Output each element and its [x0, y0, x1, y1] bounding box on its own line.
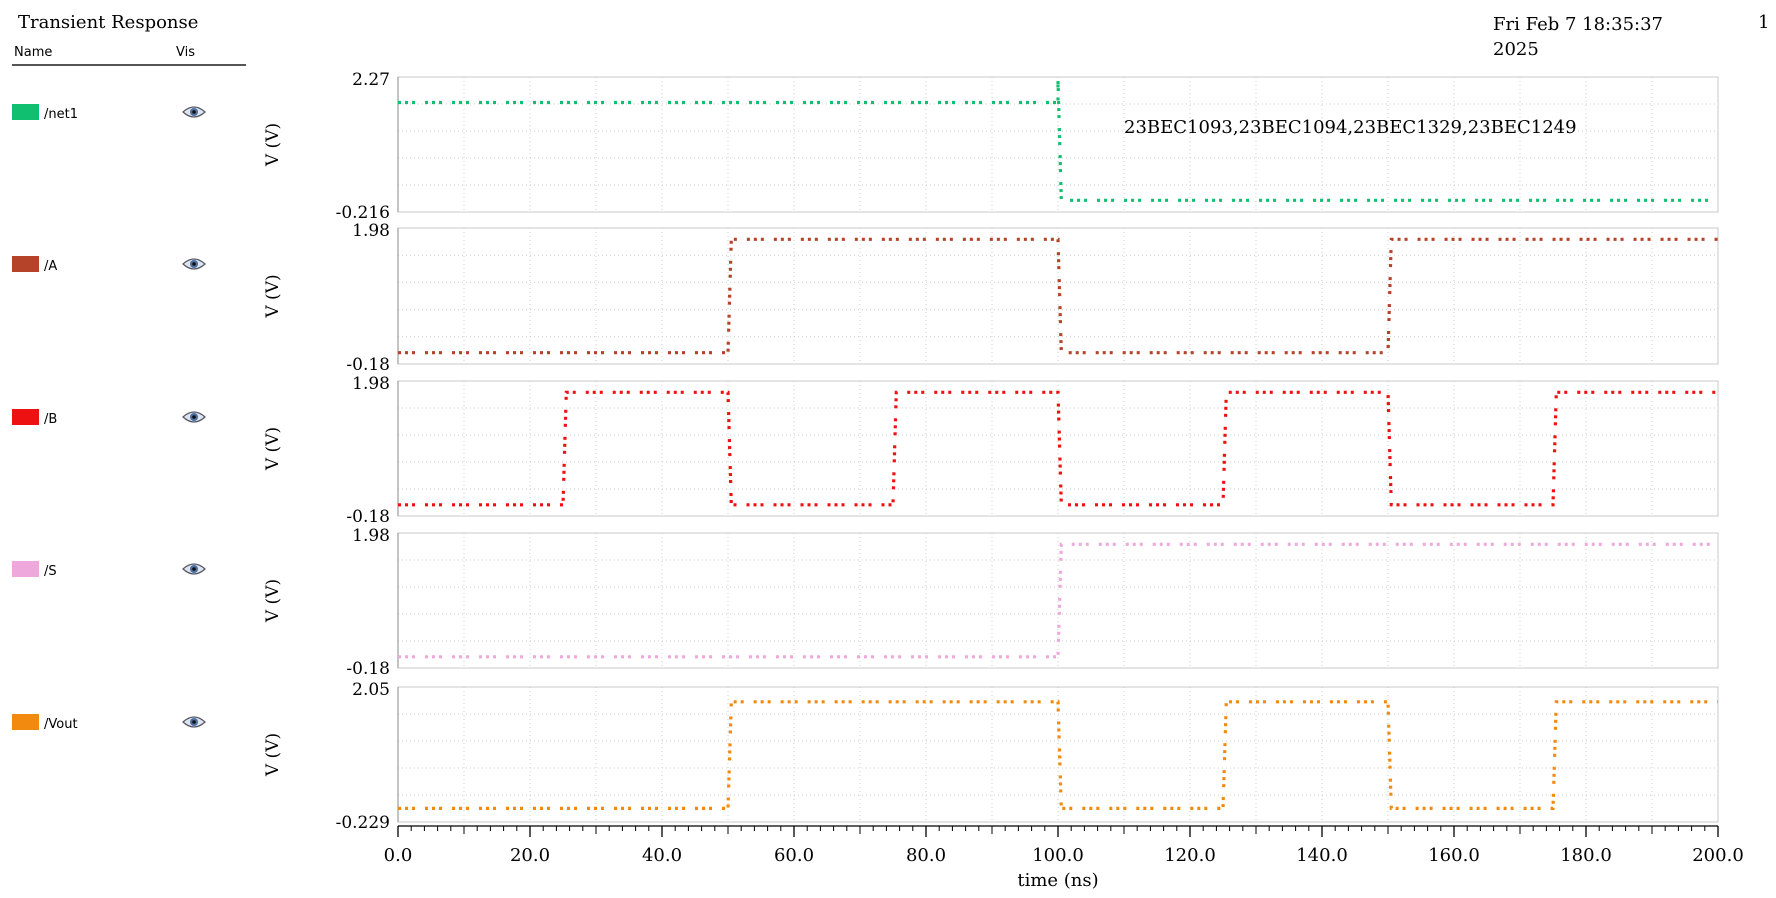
plot-panel: 1.98 -0.18 V (V)	[263, 526, 1719, 679]
x-tick-label: 0.0	[384, 845, 413, 866]
x-axis-label: time (ns)	[1017, 870, 1098, 891]
timestamp: Fri Feb 7 18:35:37 2025	[1493, 14, 1663, 60]
x-tick-label: 80.0	[906, 845, 946, 866]
eye-icon[interactable]	[182, 257, 206, 271]
y-axis-label: V (V)	[263, 579, 283, 623]
eye-icon[interactable]	[182, 105, 206, 119]
plot-panel: 1.98 -0.18 V (V)	[263, 374, 1719, 527]
series-line	[398, 390, 1718, 507]
y-tick-label: -0.18	[346, 659, 390, 679]
x-tick-label: 60.0	[774, 845, 814, 866]
legend-swatch	[12, 561, 39, 577]
legend-swatch	[12, 256, 39, 272]
y-tick-label: 1.98	[352, 374, 390, 394]
chart-title: Transient Response	[18, 12, 199, 33]
y-tick-label: 1.98	[352, 221, 390, 241]
annotation-label: 23BEC1093,23BEC1094,23BEC1329,23BEC1249	[1124, 117, 1577, 138]
legend-item[interactable]: /A	[12, 256, 212, 274]
plot-panel: 2.05 -0.229 V (V)	[263, 680, 1719, 833]
plot-panel: 1.98 -0.18 V (V)	[263, 221, 1719, 375]
page-number: 1	[1758, 12, 1770, 33]
y-tick-label: -0.229	[336, 813, 390, 833]
y-tick-label: 2.05	[352, 680, 390, 700]
legend-item[interactable]: /S	[12, 561, 212, 579]
series-line	[398, 80, 1718, 202]
eye-icon[interactable]	[182, 715, 206, 729]
eye-icon[interactable]	[182, 410, 206, 424]
legend-swatch	[12, 409, 39, 425]
x-tick-label: 20.0	[510, 845, 550, 866]
y-tick-label: 2.27	[352, 70, 390, 90]
x-tick-label: 140.0	[1296, 845, 1348, 866]
y-tick-label: -0.18	[346, 355, 390, 375]
y-axis-label: V (V)	[263, 427, 283, 471]
legend-label: /B	[44, 412, 58, 427]
y-axis-label: V (V)	[263, 733, 283, 777]
legend-swatch	[12, 714, 39, 730]
x-tick-label: 40.0	[642, 845, 682, 866]
y-tick-label: -0.18	[346, 507, 390, 527]
legend-header-divider	[12, 64, 246, 66]
eye-icon[interactable]	[182, 562, 206, 576]
y-axis-label: V (V)	[263, 123, 283, 167]
legend-label: /net1	[44, 107, 78, 122]
legend-item[interactable]: /B	[12, 409, 212, 427]
legend-name-header: Name	[14, 45, 53, 60]
x-tick-label: 180.0	[1560, 845, 1612, 866]
legend-swatch	[12, 104, 39, 120]
x-tick-label: 120.0	[1164, 845, 1216, 866]
legend-label: /A	[44, 259, 58, 274]
legend-label: /Vout	[44, 717, 78, 732]
legend-item[interactable]: /Vout	[12, 714, 212, 732]
y-tick-label: -0.216	[336, 203, 390, 223]
legend-label: /S	[44, 564, 57, 579]
x-tick-label: 100.0	[1032, 845, 1084, 866]
legend-item[interactable]: /net1	[12, 104, 212, 122]
series-line	[398, 542, 1718, 659]
x-tick-label: 200.0	[1692, 845, 1744, 866]
y-axis-label: V (V)	[263, 274, 283, 318]
x-tick-label: 160.0	[1428, 845, 1480, 866]
legend-vis-header: Vis	[176, 45, 195, 60]
series-line	[398, 237, 1718, 355]
plot-panel: 2.27 -0.216 V (V)	[263, 70, 1719, 223]
y-tick-label: 1.98	[352, 526, 390, 546]
